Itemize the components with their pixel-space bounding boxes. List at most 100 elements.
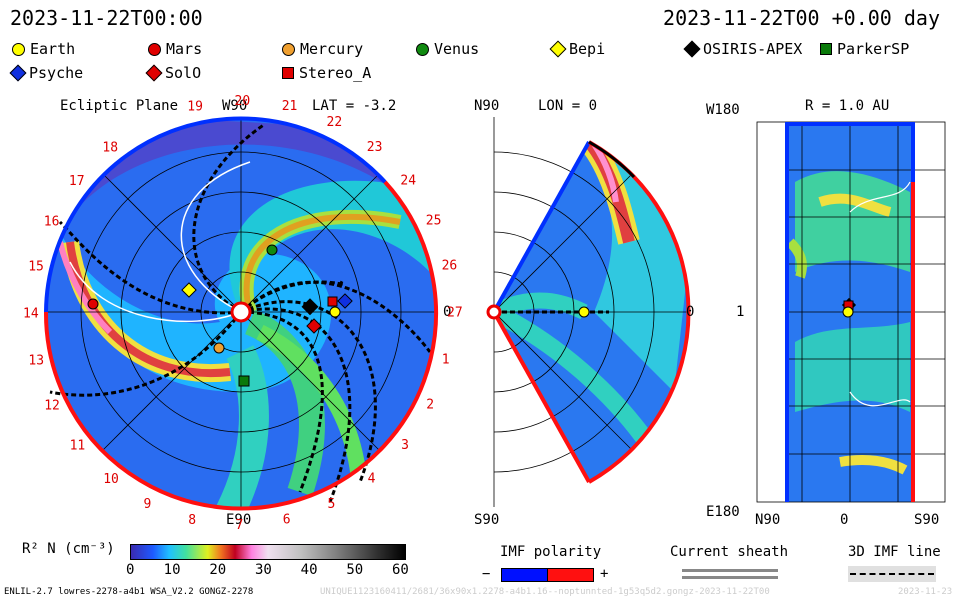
imf-lines — [49, 122, 432, 503]
circle-icon — [282, 42, 295, 56]
tick-label: 7 — [236, 518, 244, 532]
square-icon — [282, 67, 294, 79]
tick-label: 14 — [23, 307, 39, 322]
footer-date: 2023-11-23 — [898, 587, 953, 597]
parkersp-marker — [238, 375, 250, 387]
imf-positive-swatch — [547, 568, 594, 582]
tick-label: 26 — [442, 258, 458, 273]
tick-label: 6 — [283, 513, 291, 528]
panel3-top-left: W180 — [706, 102, 740, 118]
psyche-marker — [337, 293, 353, 309]
panel2-lon-label: LON = 0 — [538, 98, 597, 114]
legend-label: Venus — [434, 40, 480, 58]
colorbar-tick: 50 — [346, 562, 364, 578]
legend-item-mercury: Mercury — [282, 40, 363, 58]
legend-item-solo: SolO — [145, 64, 202, 82]
colorbar-tick: 40 — [300, 562, 318, 578]
panel3-x-left: N90 — [755, 512, 780, 528]
panel2-bottom-left: S90 — [474, 512, 499, 528]
diamond-icon — [549, 40, 567, 58]
tick-label: 11 — [70, 439, 86, 454]
tick-label: 13 — [28, 354, 44, 369]
tick-label: 16 — [44, 215, 60, 230]
legend-item-venus: Venus — [416, 40, 479, 58]
legend-label: ParkerSP — [837, 40, 910, 58]
legend-label: Mars — [166, 40, 203, 58]
panel1-tick-labels: 19 20 212223242526271234567891011121314151… — [23, 94, 463, 532]
colorbar-tick: 0 — [126, 562, 135, 578]
solo-marker — [306, 318, 322, 334]
panel1-title: Ecliptic Plane — [60, 98, 178, 114]
current-sheath-line-2 — [682, 576, 778, 579]
tick-label: 19 — [187, 99, 203, 114]
legend-label: Earth — [30, 40, 76, 58]
tick-label: 27 — [447, 306, 463, 321]
tick-label: 9 — [144, 497, 152, 512]
imf-plus: + — [600, 566, 609, 582]
panel3-x-mid: 0 — [840, 512, 848, 528]
imf-line-sample — [850, 573, 934, 575]
panel2-top-left: N90 — [474, 98, 499, 114]
sun-icon — [230, 301, 252, 323]
panel3-x-right: S90 — [914, 512, 939, 528]
earth-marker — [842, 306, 854, 318]
legend-label: Psyche — [29, 64, 84, 82]
legend-item-osiris-apex: OSIRIS-APEX — [683, 40, 802, 58]
left-timestamp: 2023-11-22T00:00 — [10, 6, 203, 30]
panel2-right-label: 0 — [686, 304, 694, 320]
right-timestamp: 2023-11-22T00 +0.00 day — [663, 6, 940, 30]
tick-label: 18 — [102, 141, 118, 156]
tick-label: 1 — [442, 353, 450, 368]
diamond-icon — [9, 64, 27, 82]
tick-label: 20 — [235, 94, 251, 109]
colorbar-tick: 10 — [163, 562, 181, 578]
panel1-lat-label: LAT = -3.2 — [312, 98, 396, 114]
circle-icon — [148, 42, 161, 56]
panel3-mid-left: 1 — [736, 304, 744, 320]
footer-run-id: UNIQUE1123160411/2681/36x90x1.2278-a4b1.… — [320, 587, 770, 597]
tick-label: 2 — [426, 398, 434, 413]
legend-item-earth: Earth — [12, 40, 75, 58]
bepi-marker — [181, 282, 197, 298]
tick-label: 10 — [103, 472, 119, 487]
tick-label: 15 — [28, 259, 44, 274]
legend-item-bepi: Bepi — [549, 40, 606, 58]
diamond-icon — [145, 64, 163, 82]
legend-label: Mercury — [300, 40, 364, 58]
polarity-ring-negative — [44, 116, 387, 313]
sun-icon — [486, 304, 502, 320]
colorbar — [130, 544, 406, 560]
current-sheath-title: Current sheath — [670, 544, 789, 560]
panel1-top-label: W90 — [222, 98, 247, 114]
mercury-marker — [213, 342, 225, 354]
imf-polarity-title: IMF polarity — [500, 544, 602, 560]
colorbar-tick: 30 — [255, 562, 272, 578]
tick-label: 3 — [401, 438, 409, 453]
tick-label: 17 — [69, 174, 85, 189]
meridional-panel: N90 LON = 0 0 S90 — [474, 98, 694, 528]
colorbar-tick: 60 — [392, 562, 409, 578]
panel1-bottom-label: E90 — [226, 512, 251, 528]
footer-model-info: ENLIL-2.7 lowres-2278-a4b1 WSA_V2.2 GONG… — [4, 587, 254, 597]
diamond-icon — [683, 40, 701, 58]
current-sheath-line-1 — [682, 569, 778, 572]
tick-label: 8 — [188, 513, 196, 528]
mars-marker — [87, 298, 99, 310]
legend-label: SolO — [165, 64, 202, 82]
tick-label: 12 — [44, 399, 60, 414]
legend-item-mars: Mars — [148, 40, 202, 58]
imf-negative-swatch — [501, 568, 548, 582]
panel3-bottom-left: E180 — [706, 504, 740, 520]
colorbar-tick: 20 — [209, 562, 227, 578]
legend-item-parkersp: ParkerSP — [820, 40, 909, 58]
imf-minus: − — [482, 566, 491, 582]
circle-icon — [416, 42, 429, 56]
panel1-right-label: 0 — [443, 304, 451, 320]
legend-label: Bepi — [569, 40, 606, 58]
legend-label: Stereo_A — [299, 64, 372, 82]
venus-marker — [266, 244, 278, 256]
tick-label: 23 — [367, 140, 383, 155]
tick-label: 21 — [282, 99, 298, 114]
earth-marker — [329, 306, 341, 318]
legend-item-psyche: Psyche — [9, 64, 84, 82]
